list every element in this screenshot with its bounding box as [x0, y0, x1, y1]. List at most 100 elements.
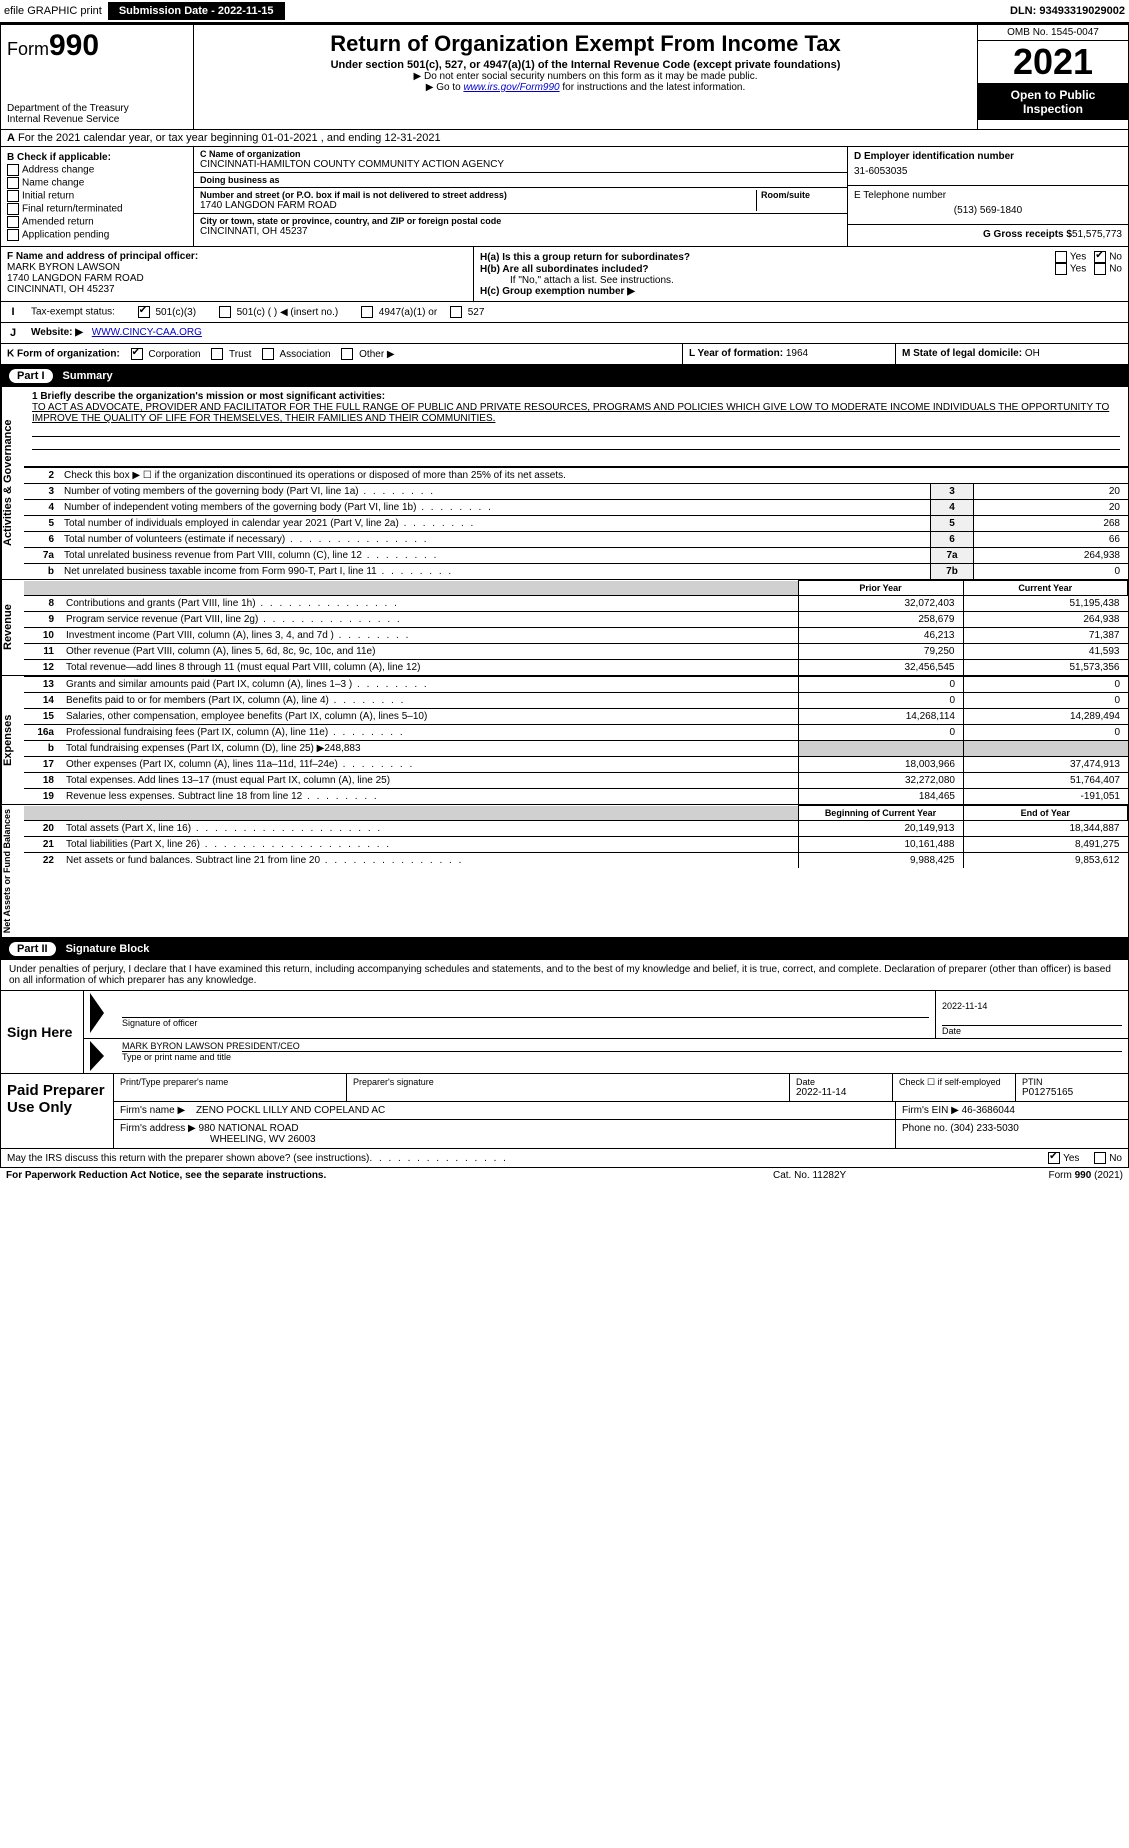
table-row: 11Other revenue (Part VIII, column (A), … [24, 644, 1128, 660]
governance-table: 2Check this box ▶ ☐ if the organization … [24, 467, 1128, 579]
checkbox-association[interactable]: Association [262, 349, 330, 360]
may-irs-no-checkbox[interactable]: No [1094, 1153, 1122, 1164]
open-public-badge: Open to Public Inspection [978, 84, 1128, 120]
part1-expenses: Expenses 13Grants and similar amounts pa… [0, 676, 1129, 805]
firm-name: ZENO POCKL LILLY AND COPELAND AC [196, 1105, 385, 1116]
checkbox-trust[interactable]: Trust [211, 349, 251, 360]
year-formation: 1964 [786, 348, 808, 359]
checkbox-application-pending[interactable]: Application pending [7, 229, 187, 241]
arrow-icon [90, 1041, 104, 1071]
table-row: 3Number of voting members of the governi… [24, 484, 1128, 500]
part2-header: Part II Signature Block [0, 938, 1129, 960]
ha-no-checkbox[interactable]: No [1094, 251, 1122, 263]
checkbox-501c[interactable]: 501(c) ( ) ◀ (insert no.) [219, 307, 338, 318]
website-link[interactable]: WWW.CINCY-CAA.ORG [92, 327, 202, 338]
officer-addr2: CINCINNATI, OH 45237 [7, 284, 467, 295]
side-label-netassets: Net Assets or Fund Balances [1, 805, 24, 937]
state-domicile: OH [1025, 348, 1040, 359]
form-note2: ▶ Go to www.irs.gov/Form990 for instruct… [200, 82, 971, 93]
table-row: 5Total number of individuals employed in… [24, 516, 1128, 532]
form-subtitle: Under section 501(c), 527, or 4947(a)(1)… [200, 59, 971, 71]
org-name: CINCINNATI-HAMILTON COUNTY COMMUNITY ACT… [200, 159, 841, 170]
table-row: bNet unrelated business taxable income f… [24, 564, 1128, 580]
checkbox-other[interactable]: Other ▶ [341, 349, 394, 360]
table-row: 17Other expenses (Part IX, column (A), l… [24, 757, 1128, 773]
form-title: Return of Organization Exempt From Incom… [200, 31, 971, 57]
table-row: 21Total liabilities (Part X, line 26)10,… [24, 837, 1128, 853]
perjury-declaration: Under penalties of perjury, I declare th… [1, 960, 1128, 991]
row-a: A For the 2021 calendar year, or tax yea… [0, 130, 1129, 147]
form-number: Form990 [7, 29, 187, 63]
tax-year: 2021 [978, 41, 1128, 84]
omb-number: OMB No. 1545-0047 [978, 25, 1128, 41]
table-row: 8Contributions and grants (Part VIII, li… [24, 596, 1128, 612]
table-row: 14Benefits paid to or for members (Part … [24, 693, 1128, 709]
row-j: J Website: ▶ WWW.CINCY-CAA.ORG [0, 323, 1129, 344]
expenses-table: 13Grants and similar amounts paid (Part … [24, 676, 1128, 804]
row-i: I Tax-exempt status: 501(c)(3) 501(c) ( … [0, 302, 1129, 323]
checkbox-address-change[interactable]: Address change [7, 164, 187, 176]
table-row: 19Revenue less expenses. Subtract line 1… [24, 789, 1128, 805]
hb-no-checkbox[interactable]: No [1094, 263, 1122, 275]
preparer-date: 2022-11-14 [796, 1087, 886, 1098]
paid-preparer-label: Paid Preparer Use Only [1, 1074, 114, 1148]
ha-yes-checkbox[interactable]: Yes [1055, 251, 1086, 263]
hb-yes-checkbox[interactable]: Yes [1055, 263, 1086, 275]
checkbox-501c3[interactable]: 501(c)(3) [138, 307, 196, 318]
table-row: 18Total expenses. Add lines 13–17 (must … [24, 773, 1128, 789]
column-c: C Name of organization CINCINNATI-HAMILT… [194, 147, 848, 246]
checkbox-initial-return[interactable]: Initial return [7, 190, 187, 202]
ptin-value: P01275165 [1022, 1087, 1122, 1098]
table-row: 7aTotal unrelated business revenue from … [24, 548, 1128, 564]
ein-value: 31-6053035 [854, 162, 1122, 181]
officer-name: MARK BYRON LAWSON [7, 262, 467, 273]
sign-here-label: Sign Here [1, 991, 84, 1073]
side-label-governance: Activities & Governance [1, 387, 24, 579]
irs-link[interactable]: www.irs.gov/Form990 [463, 82, 559, 93]
table-row: 13Grants and similar amounts paid (Part … [24, 677, 1128, 693]
paid-preparer-block: Paid Preparer Use Only Print/Type prepar… [0, 1074, 1129, 1149]
checkbox-4947a1[interactable]: 4947(a)(1) or [361, 307, 437, 318]
table-row: 10Investment income (Part VIII, column (… [24, 628, 1128, 644]
side-label-expenses: Expenses [1, 676, 24, 804]
form-header: Form990 Department of the Treasury Inter… [0, 24, 1129, 130]
checkbox-name-change[interactable]: Name change [7, 177, 187, 189]
irs-label: Internal Revenue Service [7, 114, 187, 125]
side-label-revenue: Revenue [1, 580, 24, 675]
dept-treasury: Department of the Treasury [7, 103, 187, 114]
section-fh: F Name and address of principal officer:… [0, 247, 1129, 302]
firm-phone: (304) 233-5030 [950, 1123, 1018, 1134]
efile-label: efile GRAPHIC print [4, 5, 102, 17]
table-row: 15Salaries, other compensation, employee… [24, 709, 1128, 725]
efile-topbar: efile GRAPHIC print Submission Date - 20… [0, 0, 1129, 24]
part1-netassets: Net Assets or Fund Balances Beginning of… [0, 805, 1129, 938]
table-row: 4Number of independent voting members of… [24, 500, 1128, 516]
firm-address2: WHEELING, WV 26003 [120, 1134, 889, 1145]
firm-ein: 46-3686044 [962, 1105, 1015, 1116]
checkbox-527[interactable]: 527 [450, 307, 484, 318]
may-irs-yes-checkbox[interactable]: Yes [1048, 1153, 1079, 1164]
part1-revenue: Revenue Prior YearCurrent Year 8Contribu… [0, 580, 1129, 676]
revenue-table: Prior YearCurrent Year 8Contributions an… [24, 580, 1128, 675]
mission-text: TO ACT AS ADVOCATE, PROVIDER AND FACILIT… [32, 402, 1120, 424]
submission-date-button[interactable]: Submission Date - 2022-11-15 [108, 2, 285, 20]
officer-addr1: 1740 LANGDON FARM ROAD [7, 273, 467, 284]
table-row: 20Total assets (Part X, line 16)20,149,9… [24, 821, 1128, 837]
row-klm: K Form of organization: Corporation Trus… [0, 344, 1129, 365]
column-b: B Check if applicable: Address change Na… [1, 147, 194, 246]
checkbox-amended-return[interactable]: Amended return [7, 216, 187, 228]
firm-address1: 980 NATIONAL ROAD [199, 1123, 299, 1134]
signature-date: 2022-11-14 [942, 993, 1122, 1025]
part1-header: Part I Summary [0, 365, 1129, 387]
checkbox-corporation[interactable]: Corporation [131, 349, 201, 360]
page-footer: For Paperwork Reduction Act Notice, see … [0, 1168, 1129, 1183]
section-bcd: B Check if applicable: Address change Na… [0, 147, 1129, 247]
checkbox-final-return[interactable]: Final return/terminated [7, 203, 187, 215]
officer-printed-name: MARK BYRON LAWSON PRESIDENT/CEO [122, 1041, 1122, 1051]
form-note1: ▶ Do not enter social security numbers o… [200, 71, 971, 82]
column-de: D Employer identification number 31-6053… [848, 147, 1128, 246]
table-row: 9Program service revenue (Part VIII, lin… [24, 612, 1128, 628]
column-h: H(a) Is this a group return for subordin… [474, 247, 1128, 301]
table-row: bTotal fundraising expenses (Part IX, co… [24, 741, 1128, 757]
signature-block: Under penalties of perjury, I declare th… [0, 960, 1129, 1074]
